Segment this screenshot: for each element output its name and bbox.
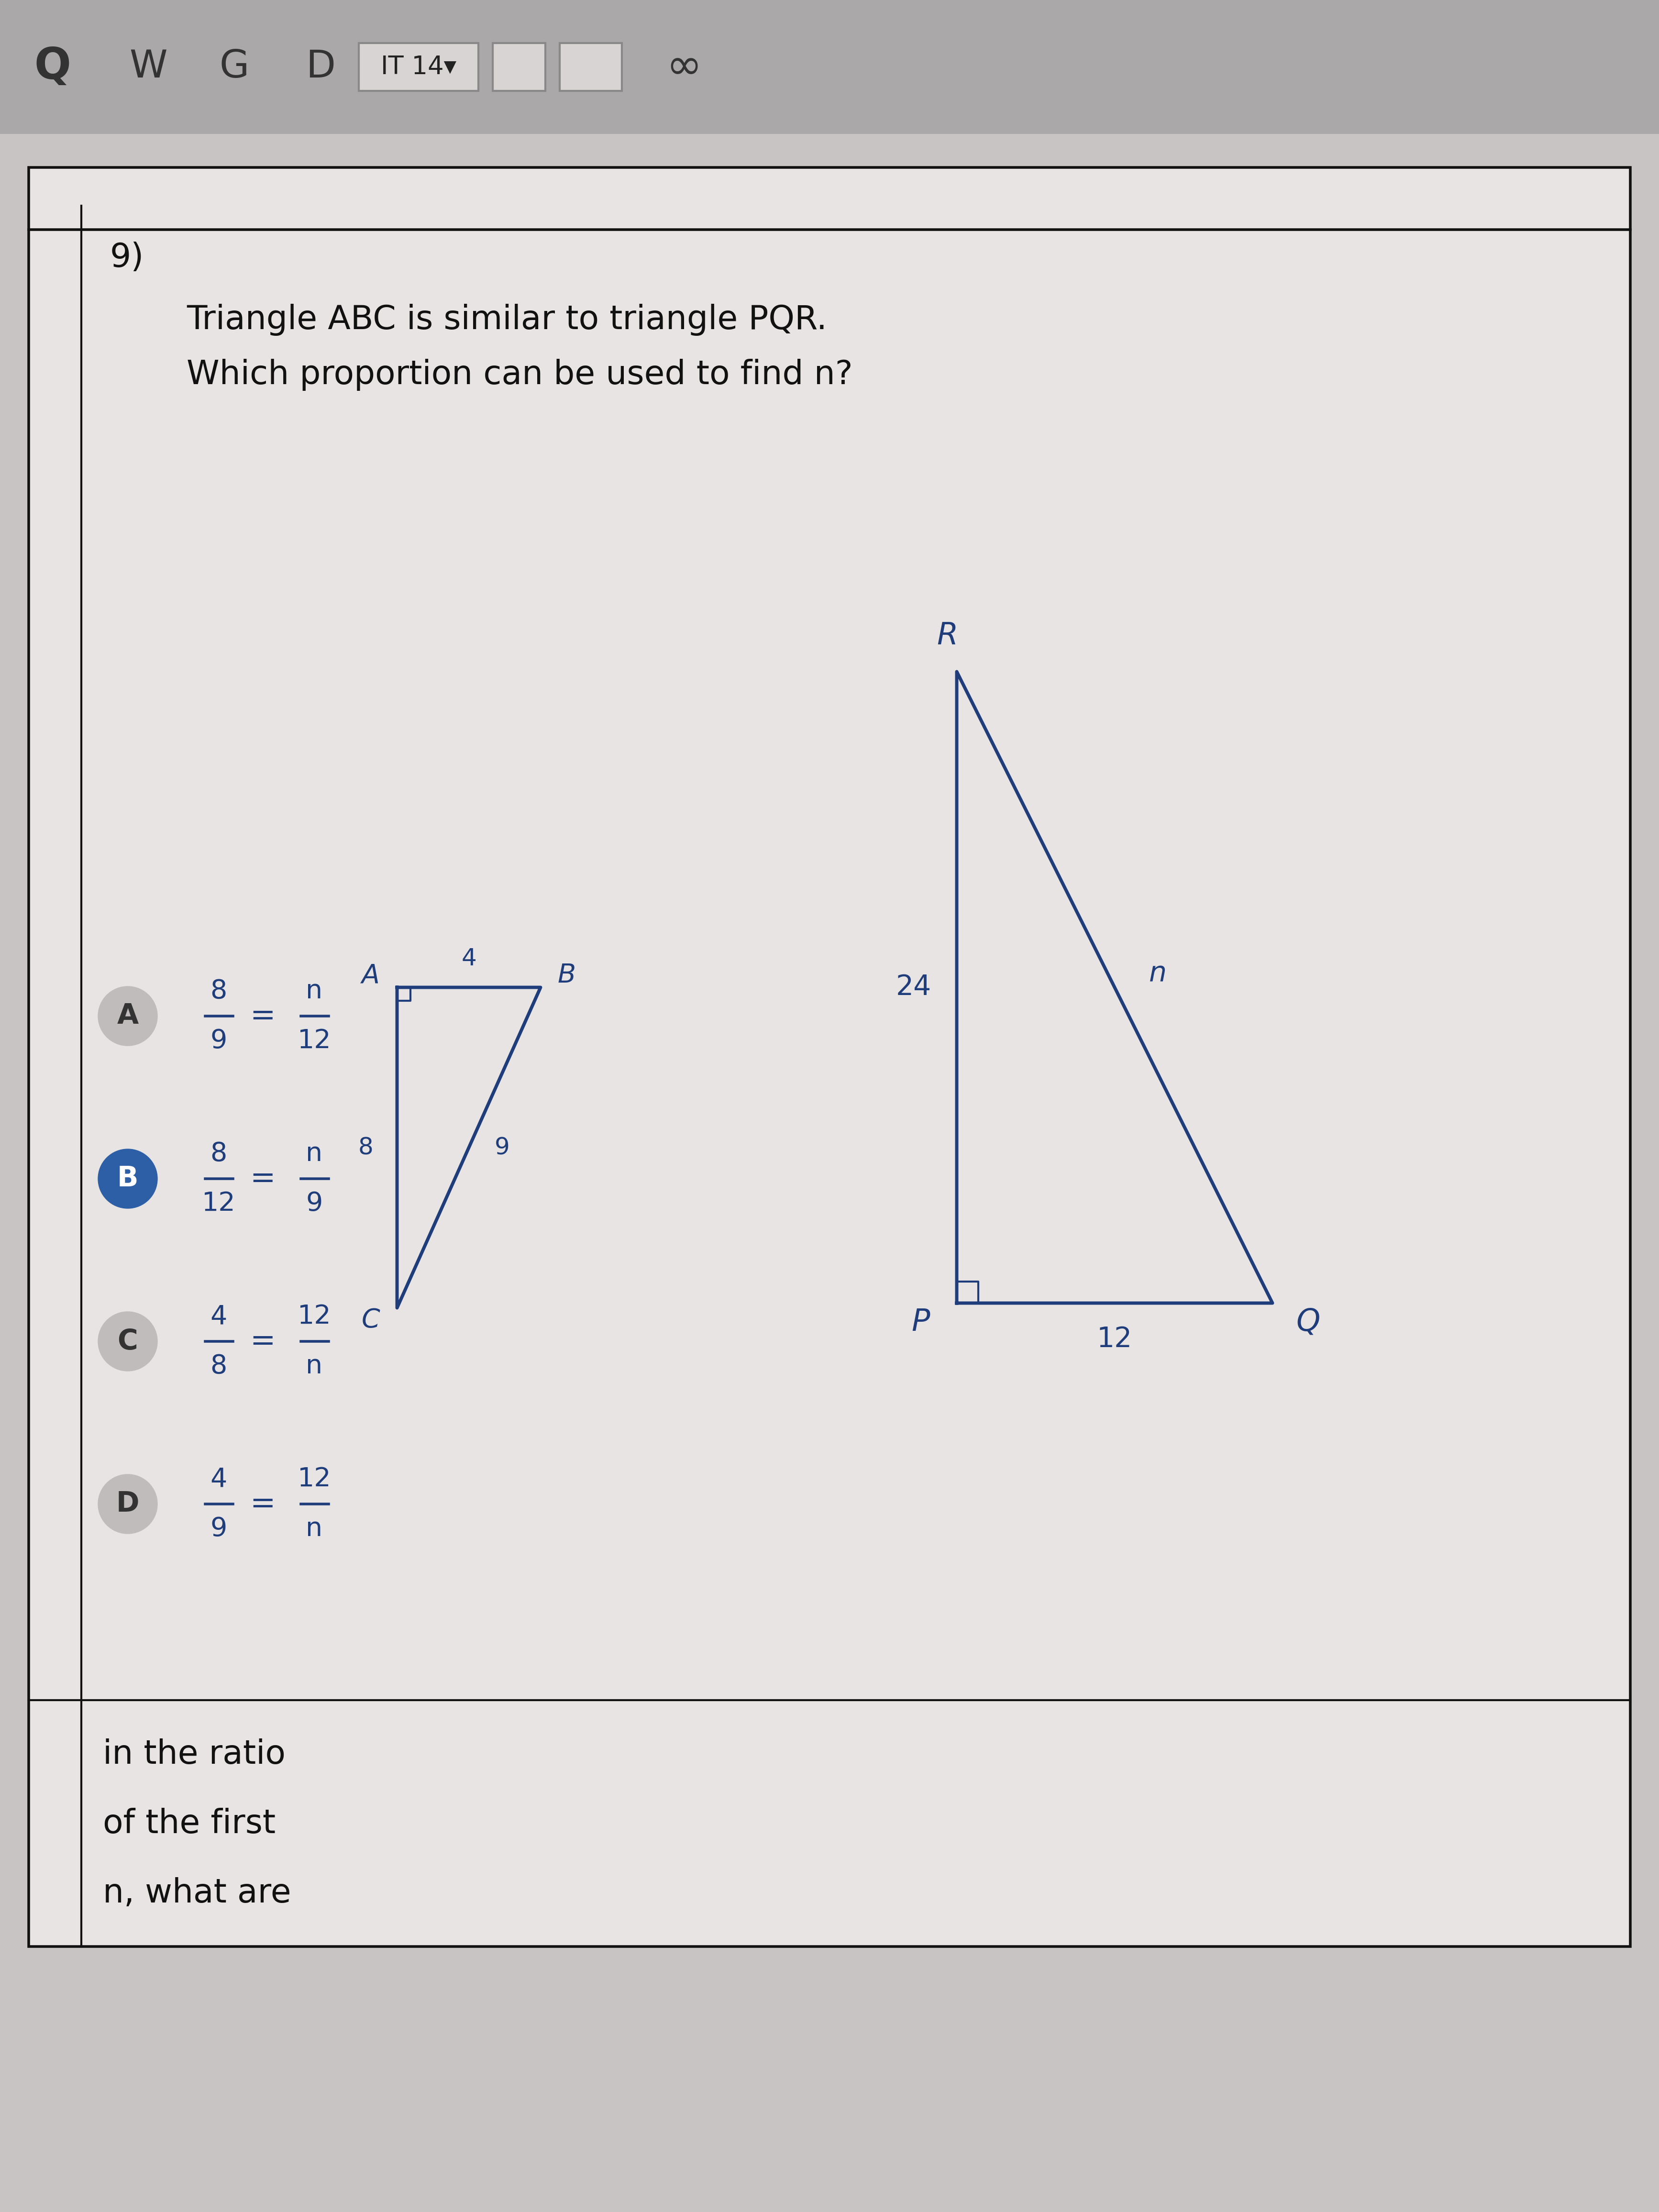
Text: 24: 24 — [896, 973, 931, 1002]
Text: =: = — [251, 1164, 275, 1194]
Text: Triangle ABC is similar to triangle PQR.: Triangle ABC is similar to triangle PQR. — [186, 303, 828, 336]
Text: 12: 12 — [297, 1303, 332, 1329]
Text: G: G — [219, 49, 249, 86]
Circle shape — [98, 987, 158, 1046]
Text: n: n — [305, 1515, 324, 1542]
Text: B: B — [118, 1166, 138, 1192]
Bar — [493, 42, 546, 91]
Text: A: A — [116, 1002, 138, 1031]
Text: P: P — [912, 1307, 931, 1336]
Bar — [559, 42, 622, 91]
Text: 12: 12 — [202, 1190, 236, 1217]
Text: 8: 8 — [211, 1354, 227, 1378]
Text: Q: Q — [35, 46, 71, 88]
Text: D: D — [305, 49, 335, 86]
Text: of the first: of the first — [103, 1807, 275, 1840]
Text: 4: 4 — [461, 947, 476, 971]
Text: 4: 4 — [211, 1467, 227, 1493]
Text: C: C — [362, 1307, 380, 1332]
Text: n: n — [305, 1354, 324, 1378]
Text: 8: 8 — [211, 1141, 227, 1166]
Text: 4: 4 — [211, 1303, 227, 1329]
Text: IT 14▾: IT 14▾ — [382, 55, 456, 80]
Text: ∞: ∞ — [667, 46, 702, 88]
Text: 9: 9 — [494, 1137, 509, 1159]
Circle shape — [98, 1475, 158, 1533]
Circle shape — [98, 1312, 158, 1371]
Text: in the ratio: in the ratio — [103, 1739, 285, 1770]
Bar — [358, 42, 478, 91]
Text: 12: 12 — [297, 1029, 332, 1053]
Text: =: = — [251, 1489, 275, 1520]
Text: Which proportion can be used to find n?: Which proportion can be used to find n? — [186, 358, 853, 392]
Text: A: A — [362, 962, 380, 989]
Text: W: W — [129, 49, 168, 86]
Text: 9: 9 — [305, 1190, 324, 1217]
Text: =: = — [251, 1002, 275, 1031]
Bar — [28, 168, 1631, 1947]
Text: n, what are: n, what are — [103, 1878, 290, 1909]
Text: B: B — [557, 962, 576, 989]
Text: Q: Q — [1296, 1307, 1321, 1336]
Text: n: n — [305, 978, 324, 1004]
Text: R: R — [937, 622, 957, 650]
Bar — [0, 0, 1659, 135]
Text: 9: 9 — [211, 1515, 227, 1542]
Text: n: n — [1148, 960, 1166, 987]
Circle shape — [98, 1148, 158, 1208]
Text: 9: 9 — [211, 1029, 227, 1053]
Text: 12: 12 — [297, 1467, 332, 1493]
Text: 12: 12 — [1097, 1325, 1133, 1352]
Text: C: C — [118, 1327, 138, 1356]
Text: =: = — [251, 1327, 275, 1356]
Text: 8: 8 — [211, 978, 227, 1004]
Text: n: n — [305, 1141, 324, 1166]
Text: D: D — [116, 1491, 139, 1517]
Text: 8: 8 — [358, 1137, 373, 1159]
Text: 9): 9) — [109, 241, 144, 274]
